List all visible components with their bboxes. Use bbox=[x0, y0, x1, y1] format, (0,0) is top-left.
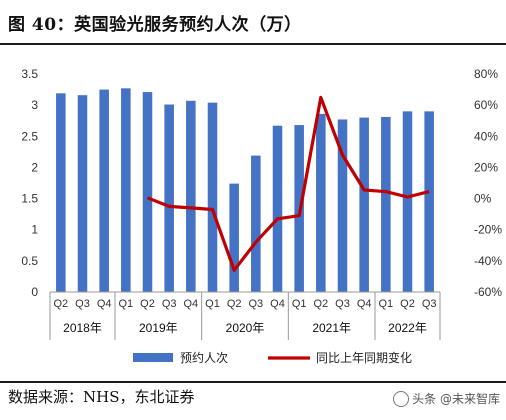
bar bbox=[316, 113, 326, 292]
chart: 0 0.5 1 1.5 2 2.5 3 3.5 -60% -40% -20% 0% 20% 40% 60% 8… bbox=[21, 67, 502, 365]
legend-swatch-bar bbox=[133, 353, 173, 362]
x-tick-label: Q3 bbox=[162, 298, 177, 310]
bar bbox=[272, 125, 283, 292]
bar bbox=[337, 119, 348, 293]
x-tick-label: Q2 bbox=[140, 298, 155, 310]
bar bbox=[402, 111, 413, 292]
bar bbox=[251, 155, 261, 292]
bar bbox=[424, 111, 434, 292]
x-tick-label: Q1 bbox=[292, 298, 307, 310]
x-tick-label: Q2 bbox=[53, 298, 68, 310]
y-right-tick-label: -40% bbox=[474, 254, 502, 268]
year-label: 2022年 bbox=[388, 321, 427, 335]
bar bbox=[142, 92, 153, 292]
bar bbox=[164, 104, 174, 292]
x-tick-label: Q1 bbox=[378, 298, 393, 310]
watermark-logo-icon bbox=[393, 390, 410, 407]
source-rule bbox=[0, 381, 506, 383]
bar bbox=[359, 117, 369, 292]
y-left-tick-label: 3 bbox=[31, 98, 38, 112]
y-right-tick-label: -60% bbox=[474, 285, 502, 299]
y-right-tick-label: 60% bbox=[474, 98, 498, 112]
x-tick-label: Q3 bbox=[422, 298, 437, 310]
y-left-tick-label: 3.5 bbox=[21, 67, 38, 81]
bar bbox=[381, 116, 391, 292]
figure-title: 图 40：英国验光服务预约人次（万） bbox=[8, 15, 302, 35]
bar bbox=[207, 102, 218, 292]
bar bbox=[186, 100, 196, 292]
x-tick-label: Q3 bbox=[335, 298, 350, 310]
bar bbox=[77, 95, 88, 292]
y-left-tick-label: 2.5 bbox=[21, 129, 38, 143]
x-tick-label: Q4 bbox=[270, 298, 285, 310]
x-tick-label: Q2 bbox=[313, 298, 328, 310]
y-right-tick-label: 80% bbox=[474, 67, 498, 81]
year-label: 2021年 bbox=[312, 321, 351, 335]
x-tick-label: Q2 bbox=[227, 298, 242, 310]
year-label: 2019年 bbox=[139, 321, 178, 335]
x-tick-label: Q2 bbox=[400, 298, 415, 310]
y-left-tick-label: 1.5 bbox=[21, 192, 38, 206]
x-tick-label: Q4 bbox=[183, 298, 198, 310]
bar bbox=[121, 88, 131, 292]
yoy-change-line bbox=[146, 95, 430, 272]
y-right-tick-label: 40% bbox=[474, 129, 498, 143]
y-left-tick-label: 1 bbox=[31, 223, 38, 237]
year-label: 2018年 bbox=[63, 321, 102, 335]
x-tick-label: Q1 bbox=[205, 298, 220, 310]
source-note: 数据来源：NHS，东北证券 bbox=[8, 388, 195, 406]
y-right-tick-label: -20% bbox=[474, 223, 502, 237]
bar bbox=[229, 183, 239, 292]
x-tick-label: Q3 bbox=[75, 298, 90, 310]
watermark-text: 头条 @未来智库 bbox=[412, 392, 500, 406]
legend-label-bar: 预约人次 bbox=[180, 350, 228, 365]
bar bbox=[56, 93, 66, 293]
x-tick-label: Q4 bbox=[97, 298, 112, 310]
legend-label-line: 同比上年同期变化 bbox=[316, 350, 412, 365]
x-tick-label: Q1 bbox=[118, 298, 133, 310]
year-label: 2020年 bbox=[226, 321, 265, 335]
y-left-tick-label: 0.5 bbox=[21, 254, 38, 268]
bar bbox=[99, 89, 109, 292]
watermark: 头条 @未来智库 bbox=[393, 390, 500, 407]
y-left-tick-label: 2 bbox=[31, 160, 38, 174]
y-left-tick-label: 0 bbox=[31, 285, 38, 299]
y-right-tick-label: 0% bbox=[474, 192, 492, 206]
y-right-tick-label: 20% bbox=[474, 160, 498, 174]
x-tick-label: Q4 bbox=[357, 298, 372, 310]
x-tick-label: Q3 bbox=[248, 298, 263, 310]
title-rule bbox=[0, 43, 506, 45]
